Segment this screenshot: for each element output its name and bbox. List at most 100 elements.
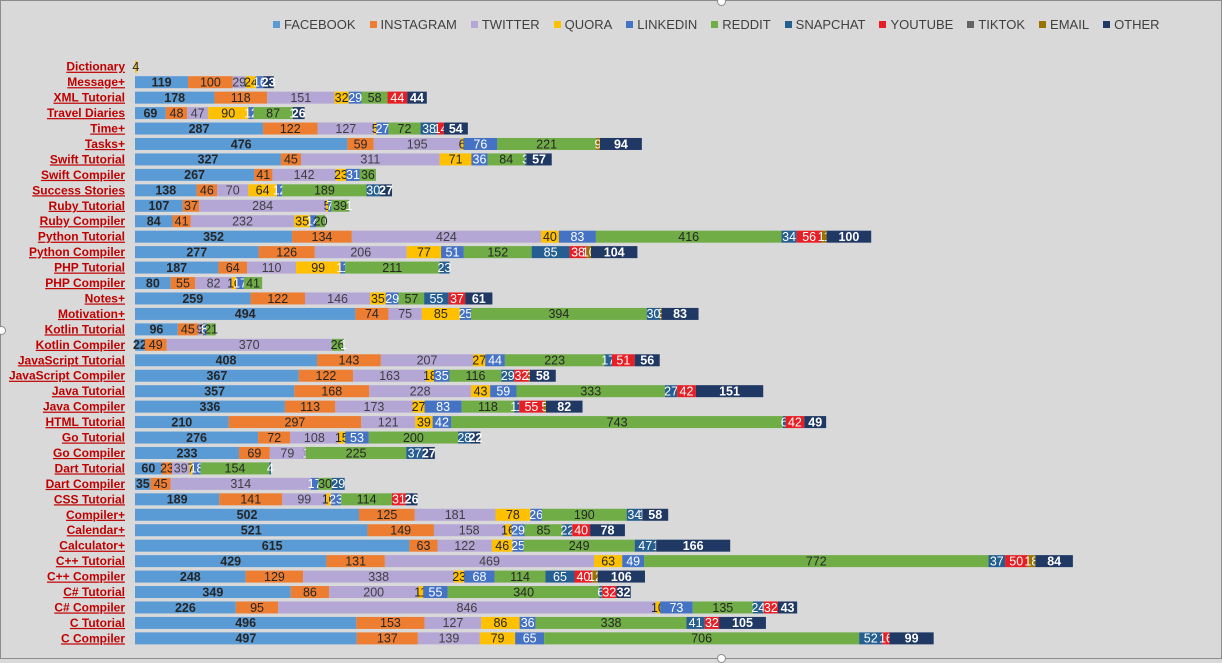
bar-segment-c-compiler-linkedin[interactable] — [660, 601, 693, 613]
bar-segment-python-tutorial-email[interactable] — [822, 231, 827, 243]
category-label-xml-tutorial[interactable]: XML Tutorial — [53, 91, 125, 105]
bar-segment-xml-tutorial-linkedin[interactable] — [349, 92, 362, 104]
bar-segment-python-tutorial-instagram[interactable] — [292, 231, 352, 243]
bar-segment-dart-compiler-linkedin[interactable] — [311, 478, 319, 490]
bar-segment-css-tutorial-youtube[interactable] — [392, 493, 406, 505]
bar-segment-time-quora[interactable] — [374, 123, 376, 135]
bar-segment-time-other[interactable] — [444, 123, 468, 135]
category-label-c-tutorial[interactable]: C# Tutorial — [63, 585, 125, 599]
bar-segment-c-tutorial-snapchat[interactable] — [599, 586, 602, 598]
bar-segment-ruby-compiler-quora[interactable] — [294, 215, 310, 227]
category-label-calculator[interactable]: Calculator+ — [59, 539, 125, 553]
bar-segment-c-compiler-twitter[interactable] — [278, 601, 655, 613]
bar-segment-java-compiler-quora[interactable] — [413, 401, 425, 413]
bar-segment-java-tutorial-quora[interactable] — [471, 385, 490, 397]
bar-segment-java-tutorial-reddit[interactable] — [516, 385, 665, 397]
bar-segment-compiler-snapchat[interactable] — [627, 509, 642, 521]
bar-segment-php-compiler-quora[interactable] — [232, 277, 236, 289]
category-label-swift-tutorial[interactable]: Swift Tutorial — [50, 152, 125, 166]
bar-segment-html-tutorial-twitter[interactable] — [361, 416, 415, 428]
bar-segment-java-tutorial-snapchat[interactable] — [665, 385, 677, 397]
bar-segment-python-tutorial-quora[interactable] — [541, 231, 559, 243]
bar-segment-message-linkedin[interactable] — [256, 76, 263, 88]
category-label-php-compiler[interactable]: PHP Compiler — [45, 276, 125, 290]
bar-segment-success-stories-twitter[interactable] — [217, 184, 248, 196]
bar-segment-c-tutorial-other[interactable] — [1035, 555, 1072, 567]
bar-segment-javascript-tutorial-other[interactable] — [635, 354, 660, 366]
bar-segment-swift-compiler-twitter[interactable] — [272, 169, 335, 181]
bar-segment-ruby-compiler-facebook[interactable] — [135, 215, 172, 227]
bar-segment-java-tutorial-facebook[interactable] — [135, 385, 294, 397]
bar-segment-c-compiler-twitter[interactable] — [303, 571, 454, 583]
bar-segment-java-compiler-linkedin[interactable] — [425, 401, 462, 413]
bar-segment-swift-tutorial-snapchat[interactable] — [525, 153, 526, 165]
bar-segment-ruby-tutorial-instagram[interactable] — [183, 200, 200, 212]
bar-segment-ruby-compiler-instagram[interactable] — [172, 215, 190, 227]
bar-segment-motivation-twitter[interactable] — [388, 308, 421, 320]
bar-segment-motivation-linkedin[interactable] — [460, 308, 471, 320]
bar-segment-javascript-compiler-youtube[interactable] — [514, 370, 528, 382]
bar-segment-c-compiler-snapchat[interactable] — [545, 571, 574, 583]
bar-segment-python-compiler-facebook[interactable] — [135, 246, 259, 258]
bar-segment-dart-tutorial-twitter[interactable] — [172, 462, 189, 474]
category-label-swift-compiler[interactable]: Swift Compiler — [41, 168, 125, 182]
bar-segment-c-compiler-linkedin[interactable] — [515, 632, 544, 644]
bar-segment-javascript-compiler-email[interactable] — [529, 370, 530, 382]
bar-segment-c-tutorial-quora[interactable] — [594, 555, 622, 567]
bar-segment-python-tutorial-facebook[interactable] — [135, 231, 292, 243]
bar-segment-c-tutorial-youtube[interactable] — [1005, 555, 1027, 567]
bar-segment-css-tutorial-quora[interactable] — [326, 493, 330, 505]
bar-segment-go-tutorial-facebook[interactable] — [135, 432, 258, 444]
bar-segment-c-compiler-instagram[interactable] — [236, 601, 278, 613]
bar-segment-c-compiler-youtube[interactable] — [882, 632, 889, 644]
bar-segment-travel-diaries-twitter[interactable] — [187, 107, 208, 119]
bar-segment-html-tutorial-snapchat[interactable] — [783, 416, 786, 428]
bar-segment-compiler-instagram[interactable] — [359, 509, 415, 521]
bar-segment-c-tutorial-twitter[interactable] — [329, 586, 418, 598]
bar-segment-css-tutorial-linkedin[interactable] — [331, 493, 341, 505]
bar-segment-c-tutorial-snapchat[interactable] — [989, 555, 1006, 567]
bar-segment-go-tutorial-instagram[interactable] — [258, 432, 290, 444]
bar-segment-motivation-reddit[interactable] — [471, 308, 647, 320]
bar-segment-dart-compiler-reddit[interactable] — [318, 478, 331, 490]
bar-segment-python-tutorial-twitter[interactable] — [352, 231, 541, 243]
bar-segment-swift-tutorial-other[interactable] — [526, 153, 551, 165]
bar-segment-go-compiler-twitter[interactable] — [270, 447, 305, 459]
bar-segment-python-tutorial-snapchat[interactable] — [782, 231, 797, 243]
bar-segment-swift-tutorial-linkedin[interactable] — [471, 153, 487, 165]
bar-segment-c-compiler-email[interactable] — [592, 571, 597, 583]
bar-segment-python-compiler-linkedin[interactable] — [441, 246, 464, 258]
bar-segment-ruby-tutorial-twitter[interactable] — [199, 200, 326, 212]
bar-segment-dart-tutorial-facebook[interactable] — [135, 462, 162, 474]
bar-segment-ruby-tutorial-facebook[interactable] — [135, 200, 183, 212]
category-label-calendar[interactable]: Calendar+ — [67, 523, 125, 537]
bar-segment-html-tutorial-linkedin[interactable] — [433, 416, 452, 428]
bar-segment-kotlin-tutorial-twitter[interactable] — [198, 323, 202, 335]
bar-segment-c-tutorial-twitter[interactable] — [385, 555, 594, 567]
bar-segment-message-instagram[interactable] — [188, 76, 233, 88]
bar-segment-tasks-linkedin[interactable] — [463, 138, 497, 150]
bar-segment-python-compiler-instagram[interactable] — [259, 246, 315, 258]
bar-segment-notes-linkedin[interactable] — [386, 292, 399, 304]
bar-segment-message-facebook[interactable] — [135, 76, 188, 88]
bar-segment-dictionary-quora[interactable] — [135, 61, 137, 73]
bar-segment-swift-tutorial-quora[interactable] — [440, 153, 472, 165]
bar-segment-c-tutorial-quora[interactable] — [481, 617, 519, 629]
bar-segment-tasks-instagram[interactable] — [347, 138, 373, 150]
bar-segment-message-other[interactable] — [264, 76, 274, 88]
bar-segment-javascript-tutorial-youtube[interactable] — [612, 354, 635, 366]
bar-segment-notes-facebook[interactable] — [135, 292, 251, 304]
bar-segment-calendar-other[interactable] — [590, 524, 625, 536]
bar-segment-travel-diaries-facebook[interactable] — [135, 107, 166, 119]
category-label-java-compiler[interactable]: Java Compiler — [43, 400, 125, 414]
bar-segment-c-compiler-snapchat[interactable] — [859, 632, 882, 644]
bar-segment-xml-tutorial-youtube[interactable] — [388, 92, 408, 104]
bar-segment-python-compiler-reddit[interactable] — [464, 246, 532, 258]
bar-segment-c-compiler-facebook[interactable] — [135, 571, 246, 583]
bar-segment-compiler-facebook[interactable] — [135, 509, 359, 521]
bar-segment-c-compiler-facebook[interactable] — [135, 632, 357, 644]
bar-segment-php-tutorial-quora[interactable] — [296, 262, 340, 274]
bar-segment-php-tutorial-reddit[interactable] — [345, 262, 439, 274]
bar-segment-calculator-snapchat[interactable] — [635, 540, 656, 552]
bar-segment-c-compiler-instagram[interactable] — [357, 632, 418, 644]
